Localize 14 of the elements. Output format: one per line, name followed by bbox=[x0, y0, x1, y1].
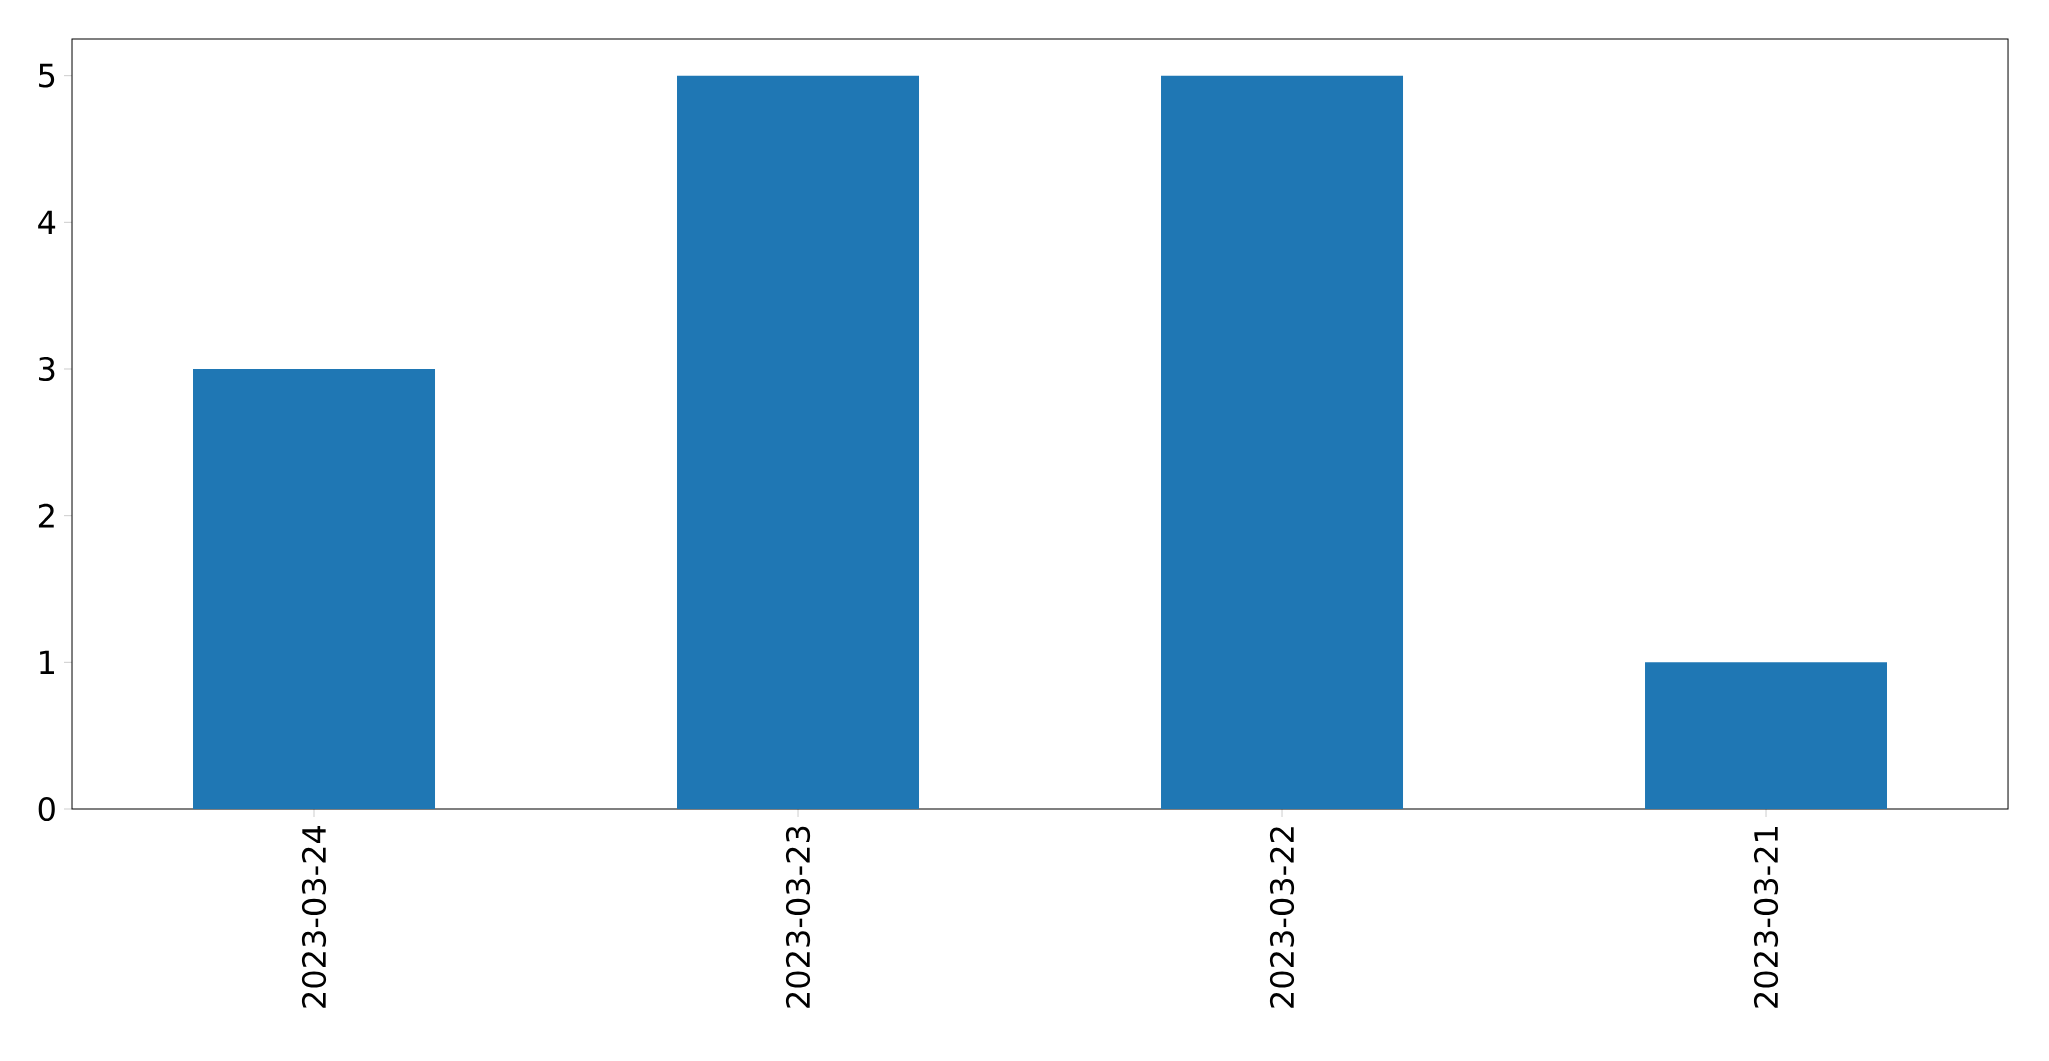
x-tick-label: 2023-03-23 bbox=[785, 826, 811, 1008]
bar bbox=[1645, 662, 1888, 809]
x-tick-label: 2023-03-21 bbox=[1753, 827, 1779, 1008]
x-tick-label: 2023-03-22 bbox=[1269, 827, 1295, 1008]
y-tick-label: 0 bbox=[38, 796, 55, 822]
y-tick-label: 2 bbox=[38, 503, 54, 528]
y-tick-label: 5 bbox=[39, 63, 55, 88]
bar bbox=[1161, 75, 1404, 809]
y-tick-label: 4 bbox=[38, 210, 56, 234]
y-tick-label: 1 bbox=[40, 650, 54, 674]
bar bbox=[193, 368, 436, 809]
y-tick-label: 3 bbox=[39, 356, 55, 382]
bar bbox=[677, 75, 920, 809]
x-tick-label: 2023-03-24 bbox=[301, 825, 327, 1008]
